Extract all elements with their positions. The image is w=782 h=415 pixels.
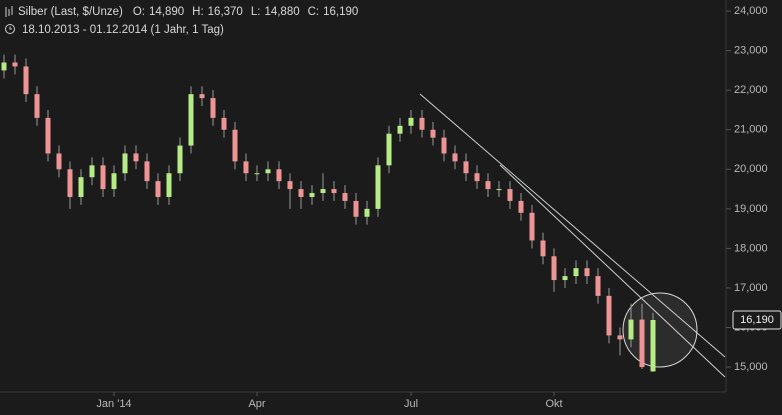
- candle-body: [188, 94, 194, 146]
- x-tick-label: Jan '14: [96, 398, 131, 410]
- header-icon: [5, 6, 13, 17]
- candle-body: [243, 161, 249, 174]
- candle-body: [177, 145, 183, 174]
- y-tick-label: 15,000: [734, 361, 768, 373]
- candle-body: [34, 94, 40, 118]
- last-price-label: 16,190: [740, 314, 774, 326]
- chart-title: Silber (Last, $/Unze): [18, 6, 123, 18]
- candle-body: [122, 153, 128, 174]
- y-tick-label: 20,000: [734, 163, 768, 175]
- candle-body: [67, 169, 73, 197]
- clock-hands: [9, 26, 12, 30]
- candle-body: [650, 319, 656, 372]
- candle-body: [78, 177, 84, 197]
- y-tick-label: 19,000: [734, 203, 768, 215]
- header-line: Silber (Last, $/Unze) O: 14,890 H: 16,370 L: 1…: [18, 6, 358, 18]
- x-tick-label: Okt: [545, 398, 562, 410]
- candle-body: [23, 66, 29, 95]
- candle-body: [232, 129, 238, 162]
- candle-body: [397, 125, 403, 134]
- x-tick-label: Apr: [248, 398, 265, 410]
- candle-body: [617, 335, 623, 340]
- candle-body: [287, 181, 293, 190]
- last-price-box: [732, 310, 782, 330]
- candle-body: [265, 169, 271, 174]
- candle-body: [606, 295, 612, 336]
- y-tick-label: 22,000: [734, 84, 768, 96]
- candle-body: [166, 173, 172, 197]
- candle-body: [485, 181, 491, 190]
- date-range: 18.10.2013 - 01.12.2014 (1 Jahr, 1 Tag): [22, 24, 224, 36]
- candle-body: [254, 173, 260, 175]
- candle-body: [639, 319, 645, 368]
- y-tick-label: 24,000: [734, 5, 768, 17]
- candle-body: [562, 276, 568, 281]
- ohlc-name: H:: [192, 6, 204, 18]
- ohlc-name: L:: [251, 6, 261, 18]
- ohlc-value: 14,890: [149, 6, 184, 18]
- candle-body: [221, 117, 227, 130]
- candle-body: [56, 153, 62, 170]
- candle-body: [507, 189, 513, 201]
- y-tick-label: 23,000: [734, 45, 768, 57]
- candle-body: [628, 319, 634, 340]
- y-tick-label: 18,000: [734, 242, 768, 254]
- candle-body: [144, 161, 150, 182]
- y-tick-label: 21,000: [734, 124, 768, 136]
- candle-body: [111, 173, 117, 190]
- candle-body: [342, 193, 348, 201]
- highlight-circle: [622, 292, 698, 368]
- candle-body: [155, 181, 161, 197]
- ohlc-value: 14,880: [264, 6, 299, 18]
- candle-body: [529, 212, 535, 241]
- candle-body: [441, 137, 447, 154]
- trend-line: [419, 93, 726, 358]
- candle-body: [1, 62, 7, 71]
- candle-body: [573, 268, 579, 277]
- trend-lines: [419, 93, 726, 378]
- candle-body: [199, 94, 205, 99]
- candle-body: [386, 133, 392, 166]
- candle-body: [474, 173, 480, 182]
- candle-body: [309, 193, 315, 197]
- candle-body: [45, 117, 51, 154]
- ohlc-name: O:: [133, 6, 145, 18]
- candle-body: [584, 268, 590, 277]
- candle-body: [430, 129, 436, 138]
- candle-body: [210, 98, 216, 118]
- candle-body: [540, 240, 546, 257]
- candle-body: [463, 161, 469, 174]
- x-tick-label: Jul: [404, 398, 418, 410]
- candle-body: [12, 62, 18, 67]
- candle-body: [89, 165, 95, 178]
- candle-body: [452, 153, 458, 162]
- trend-line: [499, 164, 726, 378]
- clock-icon: [5, 24, 15, 34]
- candle-body: [595, 276, 601, 296]
- candle-body: [408, 117, 414, 126]
- y-tick-label: 17,000: [734, 282, 768, 294]
- candle-body: [276, 169, 282, 182]
- candle-body: [518, 200, 524, 213]
- candle-body: [298, 189, 304, 197]
- candle-body: [133, 153, 139, 162]
- candle-body: [375, 165, 381, 209]
- candle-body: [419, 117, 425, 130]
- candle-body: [320, 189, 326, 194]
- ohlc-value: 16,190: [323, 6, 358, 18]
- candle-body: [551, 256, 557, 281]
- candle-body: [496, 189, 502, 191]
- candle-body: [331, 189, 337, 194]
- candle-body: [364, 208, 370, 217]
- candle-body: [353, 200, 359, 217]
- candle-body: [100, 165, 106, 190]
- ohlc-name: C:: [308, 6, 320, 18]
- ohlc-value: 16,370: [208, 6, 243, 18]
